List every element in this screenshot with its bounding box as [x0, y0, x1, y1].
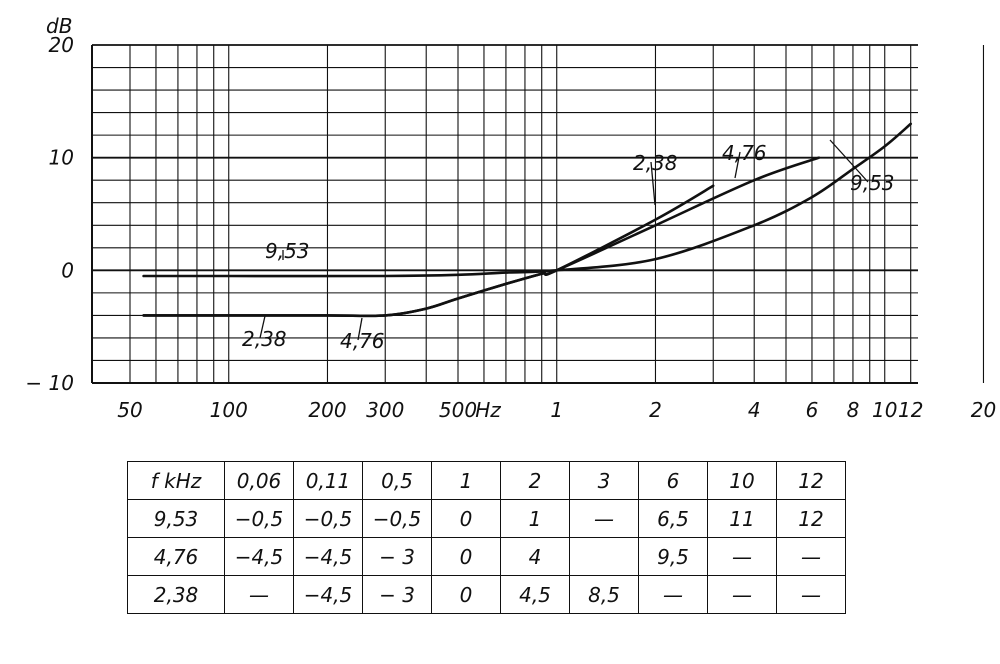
table-cell: −4,5 [293, 575, 363, 614]
table-cell: 12 [776, 499, 846, 538]
series-label-leader [734, 151, 741, 179]
x-tick-label: 500 [439, 398, 477, 422]
series-line-9-53 [142, 122, 912, 278]
y-tick-label: 20 [49, 33, 74, 57]
table-cell: 0,11 [293, 461, 363, 500]
table-cell: 1 [431, 461, 501, 500]
y-tick-label: − 10 [25, 371, 74, 395]
table-row: 4,76 −4,5 −4,5− 3 0 4 9,5— — [127, 537, 846, 576]
series-label: 4,76 [340, 329, 385, 353]
table-cell: 4,5 [500, 575, 570, 614]
curves [142, 122, 912, 318]
table-cell: — [569, 499, 639, 538]
x-tick-label: 10 [872, 398, 897, 422]
y-tick-label: 0 [61, 258, 74, 282]
series-label: 9,53 [850, 171, 895, 195]
table-cell: — [776, 575, 846, 614]
x-tick-label: 2 [649, 398, 662, 422]
table-cell: 12 [776, 461, 846, 500]
data-table: f kHz 0,06 0,11 0,5 1 2 3 6 10 12 9,53 −0,5 −0,5 −0,5… [127, 461, 846, 614]
table-cell: − 3 [362, 575, 432, 614]
x-tick-label: 6 [806, 398, 819, 422]
x-tick-label: 100 [210, 398, 248, 422]
table-cell: 0,06 [224, 461, 294, 500]
series-label-leader [259, 315, 266, 339]
series-label-leader [357, 317, 363, 341]
table-row: 9,53 −0,5 −0,5 −0,5 0 1—6,5 11 12 [127, 499, 846, 538]
table-cell: 0 [431, 499, 501, 538]
series-label: 9,53 [265, 239, 310, 263]
series-label: 2,38 [633, 151, 678, 175]
table-cell: 11 [707, 499, 777, 538]
table-cell: 0 [431, 537, 501, 576]
table-cell: −4,5 [293, 537, 363, 576]
row-header-cell: 9,53 [127, 499, 225, 538]
x-tick-label: 300 [366, 398, 404, 422]
table-cell [569, 537, 639, 576]
table-cell: 1 [500, 499, 570, 538]
table-cell: — [224, 575, 294, 614]
grid [92, 44, 985, 384]
table-cell: — [707, 537, 777, 576]
table-cell: 3 [569, 461, 639, 500]
table-cell: −0,5 [362, 499, 432, 538]
x-tick-label: 8 [847, 398, 860, 422]
x-tick-label: 50 [117, 398, 142, 422]
row-header-cell: 4,76 [127, 537, 225, 576]
x-tick-label: 4 [748, 398, 761, 422]
table-cell: −0,5 [293, 499, 363, 538]
series-label-leader [829, 139, 869, 183]
row-header-cell: 2,38 [127, 575, 225, 614]
table-row: 2,38— −4,5− 3 0 4,5 8,5— — — [127, 575, 846, 614]
x-tick-label: 200 [308, 398, 346, 422]
table-cell: 4 [500, 537, 570, 576]
x-unit-hz-label: Hz [475, 398, 501, 422]
y-tick-label: 10 [49, 146, 74, 170]
curve-labels: 9,53 9,53 4,76 4,76 2,38 2,38 [242, 139, 895, 353]
table-cell: 0,5 [362, 461, 432, 500]
table-cell: −0,5 [224, 499, 294, 538]
row-header-cell: f kHz [127, 461, 225, 500]
series-label: 2,38 [242, 327, 287, 351]
table-cell: 6 [638, 461, 708, 500]
table-cell: — [707, 575, 777, 614]
table-cell: 8,5 [569, 575, 639, 614]
table-cell: 10 [707, 461, 777, 500]
x-tick-label: 12 [898, 398, 923, 422]
series-label: 4,76 [722, 141, 767, 165]
x-tick-label: 1 [550, 398, 563, 422]
table-cell: − 3 [362, 537, 432, 576]
table-cell: — [776, 537, 846, 576]
table-cell: — [638, 575, 708, 614]
table-cell: −4,5 [224, 537, 294, 576]
table-cell: 2 [500, 461, 570, 500]
table-header-row: f kHz 0,06 0,11 0,5 1 2 3 6 10 12 [127, 461, 846, 500]
series-line-2-38 [142, 184, 715, 318]
table-cell: 6,5 [638, 499, 708, 538]
table-cell: 9,5 [638, 537, 708, 576]
x-tick-label: 20 [971, 398, 996, 422]
series-label-leader [650, 161, 656, 206]
y-unit-label: dB [46, 14, 72, 38]
table-cell: 0 [431, 575, 501, 614]
